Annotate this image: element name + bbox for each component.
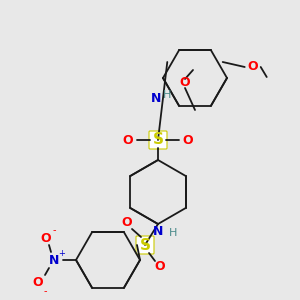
Text: H: H (169, 227, 178, 238)
FancyBboxPatch shape (136, 236, 154, 254)
Text: O: O (180, 76, 190, 89)
Text: O: O (123, 134, 133, 146)
Text: +: + (58, 250, 65, 259)
Text: O: O (33, 275, 43, 289)
Text: N: N (151, 92, 161, 104)
Text: -: - (52, 225, 56, 235)
Text: O: O (248, 61, 258, 74)
Text: S: S (152, 133, 164, 148)
Text: O: O (155, 260, 165, 274)
Text: O: O (183, 134, 193, 146)
FancyBboxPatch shape (149, 131, 167, 149)
Text: N: N (49, 254, 59, 266)
Text: O: O (122, 217, 132, 230)
Text: H: H (163, 90, 171, 100)
Text: -: - (43, 286, 47, 296)
Text: S: S (140, 238, 151, 253)
Text: N: N (153, 225, 164, 238)
Text: O: O (41, 232, 51, 244)
